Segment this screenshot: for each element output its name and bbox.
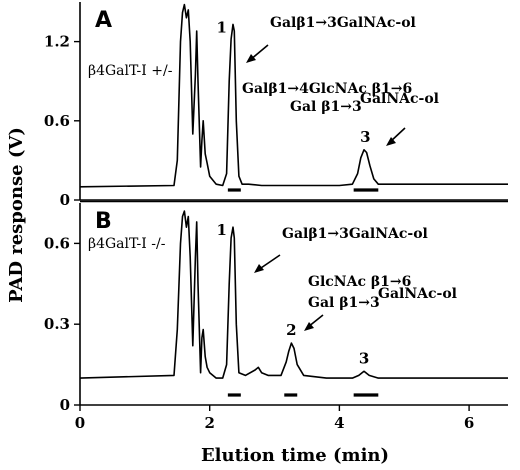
x-axis-title: Elution time (min) [201, 445, 389, 466]
panel-a-peak-3-label: 3 [360, 128, 370, 146]
panel-b-arrowhead-peak1 [254, 264, 264, 273]
panel-b-y-ticks: 0 0.3 0.6 [44, 234, 80, 414]
panel-a-annotation-peak1: Galβ1→3GalNAc-ol [270, 15, 416, 31]
panel-b-peak-1-label: 1 [216, 221, 226, 239]
panel-a: A β4GalT-I +/- 00.61.2 13 Galβ1→3GalNAc-… [44, 2, 508, 209]
panel-b-genotype: β4GalT-I -/- [88, 236, 166, 252]
panel-a-arrowhead-peak1 [246, 54, 256, 63]
panel-a-genotype: β4GalT-I +/- [88, 63, 173, 79]
panel-a-y-tick-label: 0 [60, 191, 70, 209]
x-tick-label: 0 [75, 414, 85, 432]
panel-b-annotation-peak2-line1: GlcNAc β1→6 [308, 274, 411, 290]
panel-a-letter: A [95, 8, 112, 33]
panel-b-trace [79, 210, 508, 379]
panel-b-y-tick-label: 0.6 [44, 234, 70, 252]
panel-b-annotation-peak2-suffix: GalNAc-ol [378, 286, 457, 302]
panel-a-annotation-peak3-line1: Galβ1→4GlcNAc β1→6 [242, 81, 412, 97]
x-axis-ticks: 0 2 4 6 [75, 405, 474, 432]
panel-a-y-ticks: 0 0.6 1.2 [44, 33, 80, 209]
panel-b-peak-3-label: 3 [359, 349, 369, 367]
panel-a-peaks: 13 [216, 18, 379, 192]
panel-b-peaks: 1 2 3 [216, 221, 379, 397]
x-tick-label: 2 [204, 414, 214, 432]
panel-b-y-tick-label: 0 [60, 396, 70, 414]
panel-a-annotation-peak3-line2: Gal β1→3 [290, 99, 362, 115]
panel-a-trace [79, 3, 508, 188]
panel-a-arrowhead-peak3 [386, 137, 396, 146]
y-axis-title: PAD response (V) [6, 127, 27, 303]
x-tick-label: 6 [464, 414, 474, 432]
panel-a-y-tick-label: 1.2 [44, 33, 70, 51]
panel-b-annotation-peak2-line2: Gal β1→3 [308, 295, 380, 311]
panel-a-y-tick-label: 0.6 [44, 112, 70, 130]
panel-b: B β4GalT-I -/- 0 0.3 0.6 1 2 3 Galβ1→3GalNAc… [44, 200, 508, 414]
panel-b-peak-2-label: 2 [286, 321, 296, 339]
panel-b-y-tick-label: 0.3 [44, 315, 70, 333]
panel-b-annotation-peak1: Galβ1→3GalNAc-ol [282, 226, 428, 242]
panel-a-peak-1-label: 1 [216, 18, 226, 36]
x-tick-label: 4 [334, 414, 344, 432]
panel-b-arrowhead-peak2 [304, 322, 314, 331]
panel-b-letter: B [95, 209, 112, 234]
panel-a-annotation-peak3-suffix: GalNAc-ol [360, 91, 439, 107]
